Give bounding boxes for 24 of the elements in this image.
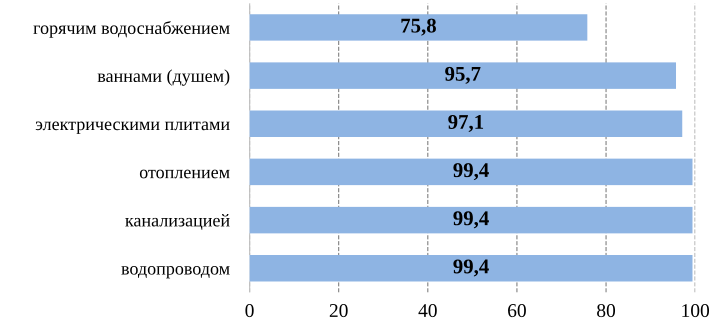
y-tick-label: электрическими плитами (36, 122, 230, 134)
bar (250, 206, 692, 234)
bar (250, 254, 692, 282)
x-tick-label: 40 (418, 304, 437, 318)
data-label: 99,4 (453, 163, 489, 180)
bar (250, 110, 682, 138)
data-label: 99,4 (453, 259, 489, 276)
bar (250, 158, 692, 186)
x-tick-label: 80 (597, 304, 616, 318)
y-tick-label: канализацией (125, 214, 230, 230)
data-label: 75,8 (401, 18, 436, 36)
data-label: 97,1 (448, 114, 484, 132)
x-tick-label: 0 (245, 304, 254, 318)
y-tick-label: отоплением (140, 170, 230, 178)
y-tick-label: горячим водоснабжением (33, 20, 230, 38)
x-tick-label: 20 (330, 304, 348, 318)
bar (250, 14, 588, 41)
x-tick-label: 100 (682, 304, 710, 318)
data-label: 95,7 (445, 66, 481, 84)
x-tick-label: 60 (508, 304, 526, 318)
y-tick-label: водопроводом (121, 266, 230, 278)
bar (250, 62, 676, 89)
data-label: 99,4 (453, 211, 489, 228)
y-tick-label: ваннами (душем) (98, 69, 230, 86)
